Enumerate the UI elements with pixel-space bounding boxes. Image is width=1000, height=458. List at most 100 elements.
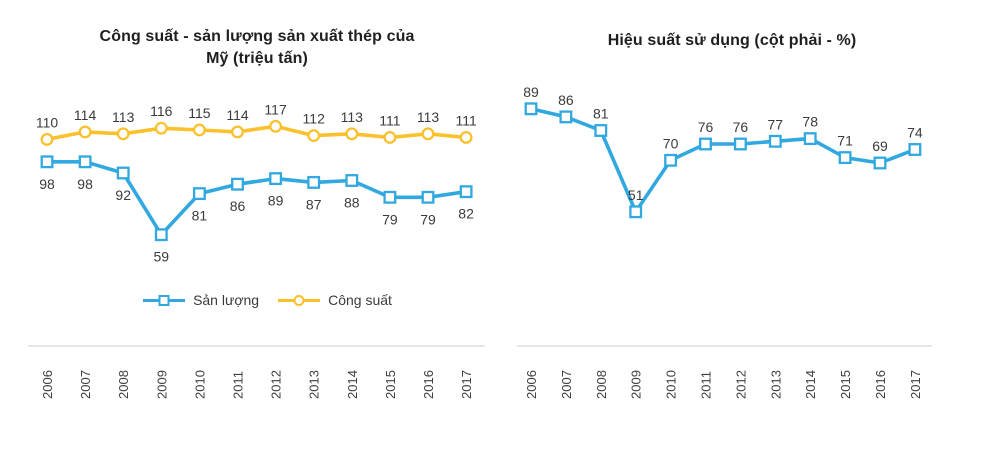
data-label: 89 [268, 193, 284, 209]
data-point-marker [154, 121, 168, 135]
x-tick-label: 2006 [524, 370, 539, 399]
x-tick-label: 2009 [629, 370, 644, 399]
data-point-marker [154, 228, 168, 242]
legend-item-cong-suat: Công suất [277, 292, 392, 308]
data-point-marker [231, 125, 244, 139]
data-label: 88 [344, 195, 360, 211]
data-label: 78 [802, 114, 818, 130]
data-point-marker [345, 127, 359, 141]
left-chart-title: Công suất - sản lượng sản xuất thép của … [77, 26, 437, 70]
data-label: 69 [872, 138, 888, 154]
data-label: 114 [226, 107, 249, 123]
left-chart-legend: Sản lượng Công suất [77, 290, 457, 310]
data-point-marker [838, 151, 852, 165]
data-point-marker [116, 127, 130, 141]
data-label: 70 [663, 135, 679, 151]
data-point-marker [345, 174, 359, 187]
data-point-marker [803, 132, 817, 146]
data-label: 87 [306, 196, 322, 212]
data-label: 77 [768, 116, 784, 132]
chart-capacity-output: 2006 2007 2008 2009 2010 2011 2012 2013 2014 2015… [28, 101, 485, 399]
data-point-marker [78, 155, 92, 169]
x-tick-label: 2007 [559, 370, 574, 399]
data-label: 59 [154, 249, 170, 265]
legend-label-san-luong: Sản lượng [193, 292, 260, 308]
x-tick-label: 2012 [269, 370, 284, 399]
x-tick-label: 2013 [307, 370, 322, 399]
right-chart-title: Hiệu suất sử dụng (cột phải - %) [552, 30, 912, 52]
data-label: 98 [39, 176, 55, 192]
data-point-marker [459, 131, 473, 144]
data-label: 115 [188, 105, 211, 121]
data-point-marker [594, 124, 608, 137]
data-label: 79 [420, 211, 436, 227]
x-tick-label: 2011 [231, 371, 246, 399]
data-label: 76 [698, 119, 714, 135]
data-point-marker [307, 129, 321, 143]
data-point-marker [908, 143, 922, 156]
data-point-marker [421, 127, 435, 141]
x-tick-label: 2008 [594, 370, 609, 399]
data-point-marker [40, 132, 54, 146]
x-tick-label: 2011 [699, 371, 714, 399]
data-label: 111 [455, 113, 476, 129]
data-point-marker [192, 187, 206, 201]
chart-utilization: 2006 2007 2008 2009 2010 2011 2012 2013 2014 2015… [517, 84, 932, 399]
x-tick-label: 2016 [421, 370, 436, 399]
data-point-marker [559, 110, 573, 124]
data-point-marker [768, 134, 782, 148]
x-tick-label: 2017 [908, 370, 923, 399]
data-label: 92 [115, 187, 131, 203]
data-point-marker [459, 185, 473, 199]
data-label: 110 [36, 114, 59, 130]
legend-label-cong-suat: Công suất [328, 292, 392, 308]
data-label: 82 [458, 206, 474, 222]
series-utilization-0: 89 86 81 51 70 76 76 77 78 71 69 74 [523, 84, 923, 219]
x-tick-label: 2014 [345, 370, 360, 399]
data-point-marker [873, 156, 887, 170]
series-line [45, 160, 468, 237]
data-label: 71 [837, 133, 853, 149]
x-tick-label: 2008 [116, 370, 131, 399]
data-label: 113 [417, 109, 440, 125]
x-tick-label: 2015 [838, 370, 853, 399]
legend-swatch-line-circle-icon [278, 294, 321, 306]
x-tick-label: 2006 [40, 370, 55, 399]
data-label: 76 [733, 119, 749, 135]
legend-swatch-line-square-icon [143, 294, 186, 306]
data-point-marker [40, 155, 54, 169]
data-label: 113 [341, 109, 364, 125]
data-label: 74 [907, 125, 923, 141]
data-point-marker [699, 137, 712, 151]
data-label: 86 [230, 198, 246, 214]
data-label: 111 [379, 113, 400, 129]
right-chart-title-line1: Hiệu suất sử dụng (cột phải - %) [607, 32, 857, 49]
left-chart-title-line2: Mỹ (triệu tấn) [206, 50, 308, 67]
x-tick-label: 2015 [383, 370, 398, 399]
data-label: 81 [192, 208, 208, 224]
x-tick-label: 2010 [664, 370, 679, 399]
data-point-marker [733, 137, 747, 151]
data-label: 112 [303, 111, 326, 127]
data-label: 113 [112, 109, 135, 125]
data-point-marker [116, 166, 130, 180]
data-point-marker [524, 102, 538, 116]
data-label: 117 [264, 101, 287, 117]
series-line [529, 107, 917, 214]
data-label: 86 [558, 92, 574, 108]
data-point-marker [383, 131, 397, 144]
data-label: 114 [74, 107, 97, 123]
data-label: 98 [77, 176, 93, 192]
data-point-marker [307, 175, 321, 189]
series-capacity-output-1: 110 114 113 116 115 114 117 112 113 111 113 111 [36, 101, 477, 146]
data-label: 89 [523, 84, 539, 100]
x-tick-label: 2013 [768, 370, 783, 399]
data-label: 81 [593, 106, 609, 122]
series-capacity-output-0: 98 98 92 59 81 86 89 87 88 79 79 82 [39, 155, 474, 265]
x-tick-label: 2016 [873, 370, 888, 399]
data-point-marker [78, 125, 92, 139]
data-point-marker [664, 153, 678, 167]
data-point-marker [421, 190, 435, 204]
